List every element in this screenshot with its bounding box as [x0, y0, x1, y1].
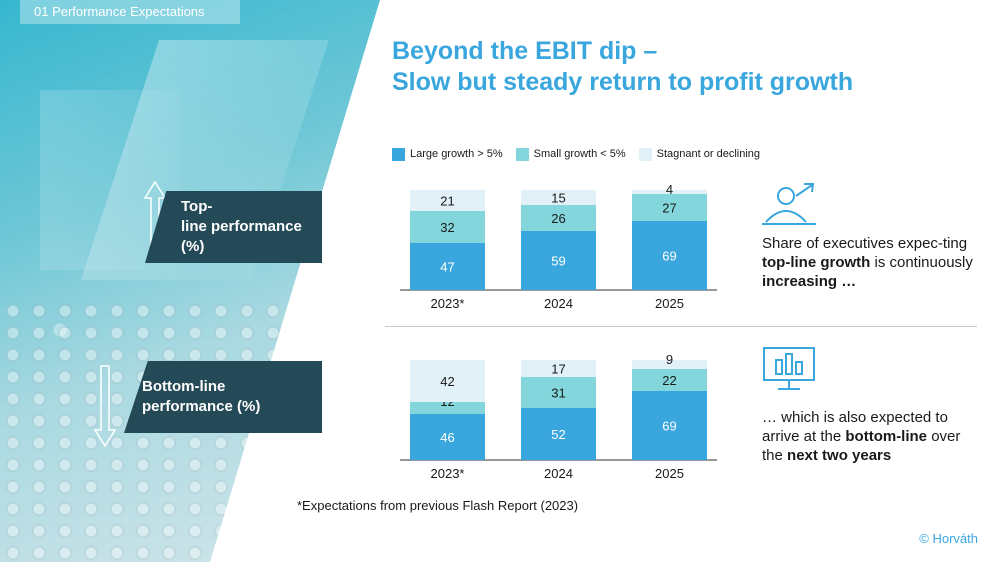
- bar-segment: [521, 205, 596, 231]
- legend-label-small: Small growth < 5%: [533, 148, 626, 160]
- legend-swatch-stagnant: [638, 147, 652, 161]
- bar-segment: [632, 369, 707, 391]
- footnote: *Expectations from previous Flash Report…: [297, 498, 579, 513]
- bar-segment: [521, 377, 596, 408]
- down-arrow-icon: [93, 365, 117, 448]
- data-label: 69: [662, 249, 676, 264]
- legend-swatch-small: [515, 147, 529, 161]
- data-label: 21: [440, 194, 454, 209]
- bar-segment: [410, 402, 485, 414]
- top-caption-bold2: increasing …: [762, 273, 857, 290]
- legend-item-small: Small growth < 5%: [515, 147, 626, 161]
- top-caption-part2: is continuously: [870, 254, 973, 271]
- title-line-2: Slow but steady return to profit growth: [392, 68, 854, 96]
- category-label: 2025: [655, 466, 684, 481]
- bar-segment: [410, 243, 485, 290]
- bottom-line-panel: Bottom-line performance (%): [124, 361, 322, 433]
- data-label: 32: [440, 220, 454, 235]
- category-label: 2023*: [431, 296, 465, 311]
- data-label: 69: [662, 419, 676, 434]
- title-line-1: Beyond the EBIT dip –: [392, 37, 658, 65]
- top-line-panel-line1: Top-: [181, 198, 213, 215]
- data-label: 22: [662, 373, 676, 388]
- top-caption-part1: Share of executives expec-ting: [762, 235, 968, 252]
- bar-segment: [632, 391, 707, 460]
- person-growth-arrow-icon: [762, 183, 816, 225]
- top-line-panel: Top- line performance (%): [145, 191, 322, 263]
- top-caption: Share of executives expec-ting top-line …: [762, 234, 982, 291]
- bar-segment: [410, 190, 485, 211]
- data-label: 42: [440, 374, 454, 389]
- legend-item-stagnant: Stagnant or declining: [638, 147, 761, 161]
- section-tag: 01 Performance Expectations: [20, 0, 240, 24]
- bar-segment: [632, 190, 707, 194]
- top-caption-bold1: top-line growth: [762, 254, 871, 271]
- category-label: 2025: [655, 296, 684, 311]
- top-line-panel-line2: line performance (%): [181, 218, 302, 255]
- bar-segment: [410, 414, 485, 460]
- data-label: 27: [662, 201, 676, 216]
- legend-item-large: Large growth > 5%: [392, 147, 503, 161]
- bar-segment: [632, 194, 707, 221]
- bottom-line-panel-line2: performance (%): [142, 398, 261, 415]
- bar-segment: [521, 190, 596, 205]
- data-label: 52: [551, 427, 565, 442]
- bar-segment: [632, 360, 707, 369]
- legend-label-large: Large growth > 5%: [410, 148, 503, 160]
- monitor-bar-chart-icon: [763, 347, 815, 390]
- category-label: 2024: [544, 296, 573, 311]
- copyright: © Horváth: [919, 531, 978, 546]
- bar-segment: [521, 231, 596, 290]
- category-label: 2024: [544, 466, 573, 481]
- data-label: 26: [551, 211, 565, 226]
- bar-segment: [410, 360, 485, 402]
- page-title: Beyond the EBIT dip – Slow but steady re…: [392, 36, 982, 98]
- data-label: 9: [666, 352, 673, 367]
- bottom-caption-bold2: next two years: [787, 447, 892, 464]
- bottom-caption-part2: over the: [762, 428, 961, 464]
- bar-segment: [521, 408, 596, 460]
- bar-segment: [410, 211, 485, 243]
- bottom-caption: … which is also expected to arrive at th…: [762, 408, 982, 465]
- bar-segment: [521, 360, 596, 377]
- data-label: 15: [551, 191, 565, 206]
- section-divider: [385, 326, 977, 327]
- background-photo: [0, 0, 380, 562]
- bar-segment: [632, 221, 707, 290]
- data-label: 59: [551, 254, 565, 269]
- bottom-caption-part1: … which is also expected to arrive at th…: [762, 409, 948, 445]
- category-label: 2023*: [431, 466, 465, 481]
- bottom-caption-bold1: bottom-line: [845, 428, 928, 445]
- legend-label-stagnant: Stagnant or declining: [656, 148, 761, 160]
- data-label: 46: [440, 430, 454, 445]
- chart-legend: Large growth > 5% Small growth < 5% Stag…: [392, 147, 773, 161]
- data-label: 47: [440, 260, 454, 275]
- data-label: 17: [551, 362, 565, 377]
- bottom-line-panel-line1: Bottom-line: [142, 378, 226, 395]
- legend-swatch-large: [392, 147, 405, 161]
- data-label: 4: [666, 182, 673, 197]
- stacked-bar-charts: 4732212023*59261520246927420254612422023…: [400, 182, 717, 481]
- data-label: 31: [551, 386, 565, 401]
